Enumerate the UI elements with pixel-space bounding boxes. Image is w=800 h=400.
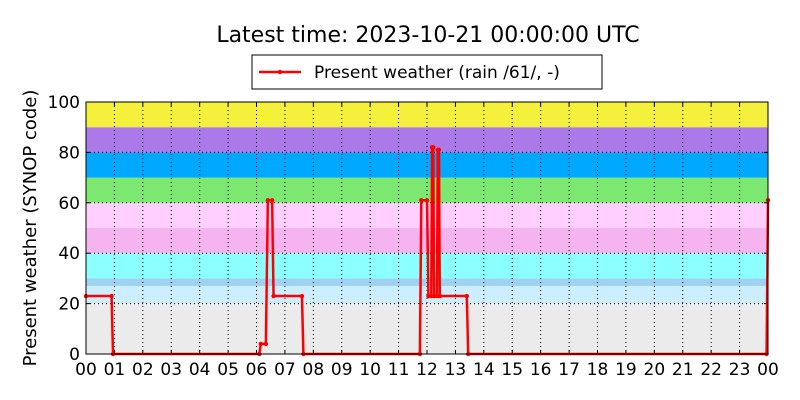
data-point (436, 147, 442, 153)
data-point (299, 293, 305, 299)
x-tick-label: 03 (160, 360, 182, 380)
x-tick-label: 11 (388, 360, 410, 380)
data-point (263, 341, 269, 347)
x-tick-label: 16 (530, 360, 552, 380)
chart-title: Latest time: 2023-10-21 00:00:00 UTC (216, 23, 639, 48)
x-tick-label: 07 (274, 360, 296, 380)
data-point (271, 293, 276, 299)
data-point (419, 198, 424, 203)
x-tick-label: 05 (217, 360, 239, 380)
x-tick-label: 19 (615, 360, 637, 380)
x-tick-label: 14 (473, 360, 495, 380)
x-tick-label: 21 (672, 360, 694, 380)
data-point (265, 198, 271, 203)
legend: Present weather (rain /61/, -) (251, 54, 603, 90)
x-tick-label: 01 (104, 360, 126, 380)
x-tick-label: 00 (75, 360, 97, 380)
legend-box (251, 54, 603, 90)
data-point (424, 198, 430, 203)
x-tick-label: 09 (331, 360, 353, 380)
data-point (269, 198, 275, 203)
x-tick-label: 00 (757, 360, 779, 380)
y-tick-label: 20 (58, 295, 80, 315)
x-tick-label: 08 (303, 360, 325, 380)
data-point (109, 293, 114, 299)
y-tick-label: 100 (48, 93, 80, 113)
legend-label: Present weather (rain /61/, -) (314, 63, 560, 83)
x-tick-label: 13 (445, 360, 467, 380)
data-point (258, 341, 263, 347)
x-tick-label: 10 (359, 360, 381, 380)
x-tick-label: 22 (700, 360, 722, 380)
x-tick-label: 15 (501, 360, 523, 380)
x-tick-label: 18 (587, 360, 609, 380)
legend-marker (277, 69, 283, 75)
x-tick-label: 23 (729, 360, 751, 380)
x-tick-label: 17 (558, 360, 580, 380)
plot-frame (85, 101, 769, 355)
y-axis-label: Present weather (SYNOP code) (20, 90, 41, 367)
background-band (86, 127, 768, 153)
data-point (431, 145, 436, 150)
y-tick-label: 40 (58, 244, 80, 264)
x-tick-label: 02 (132, 360, 154, 380)
background-band (86, 303, 768, 354)
x-tick-label: 12 (416, 360, 438, 380)
data-point (464, 293, 469, 299)
background-band (86, 152, 768, 178)
x-tick-label: 04 (189, 360, 211, 380)
y-tick-label: 0 (69, 345, 80, 365)
data-point (437, 293, 442, 299)
x-tick-label: 06 (246, 360, 268, 380)
x-tick-label: 20 (644, 360, 666, 380)
y-tick-label: 80 (58, 143, 80, 163)
y-tick-label: 60 (58, 194, 80, 214)
